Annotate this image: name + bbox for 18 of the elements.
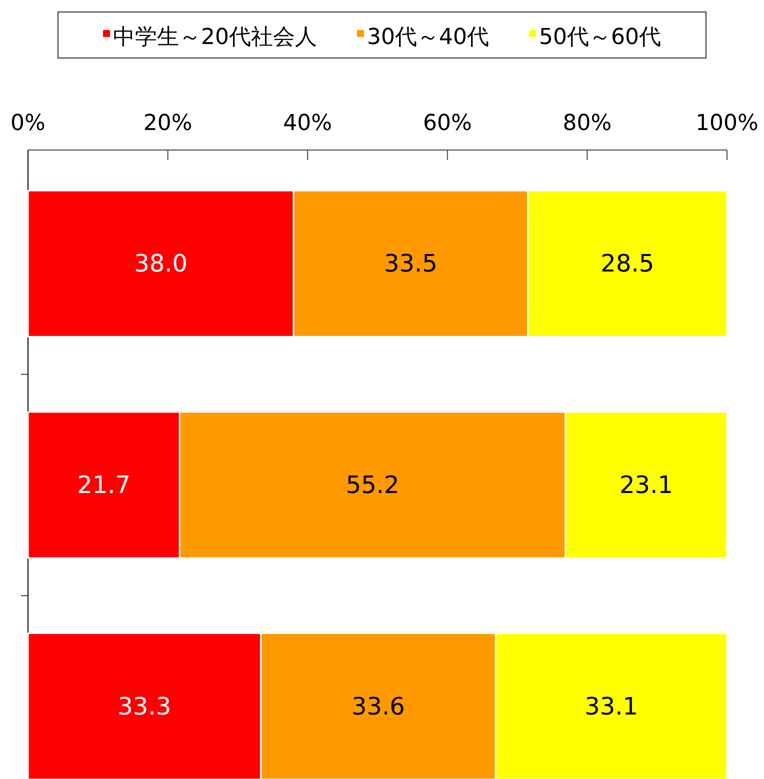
data-label: 33.6 bbox=[351, 692, 405, 720]
legend-label: 30代～40代 bbox=[367, 25, 489, 50]
data-label: 33.3 bbox=[118, 692, 172, 720]
data-label: 33.5 bbox=[384, 250, 438, 278]
data-label: 33.1 bbox=[584, 692, 638, 720]
x-tick-label: 40% bbox=[283, 111, 332, 136]
data-label: 23.1 bbox=[620, 471, 673, 499]
x-tick-label: 60% bbox=[422, 111, 472, 136]
legend-label: 中学生～20代社会人 bbox=[113, 25, 317, 50]
data-label: 38.0 bbox=[134, 250, 188, 278]
legend-label: 50代～60代 bbox=[539, 25, 661, 50]
x-tick-label: 0% bbox=[10, 111, 46, 136]
x-tick-label: 100% bbox=[696, 111, 758, 136]
data-label: 21.7 bbox=[77, 471, 131, 499]
data-label: 28.5 bbox=[600, 250, 654, 278]
x-tick-label: 20% bbox=[143, 111, 192, 136]
data-label: 55.2 bbox=[346, 471, 400, 499]
x-tick-label: 80% bbox=[562, 111, 612, 136]
